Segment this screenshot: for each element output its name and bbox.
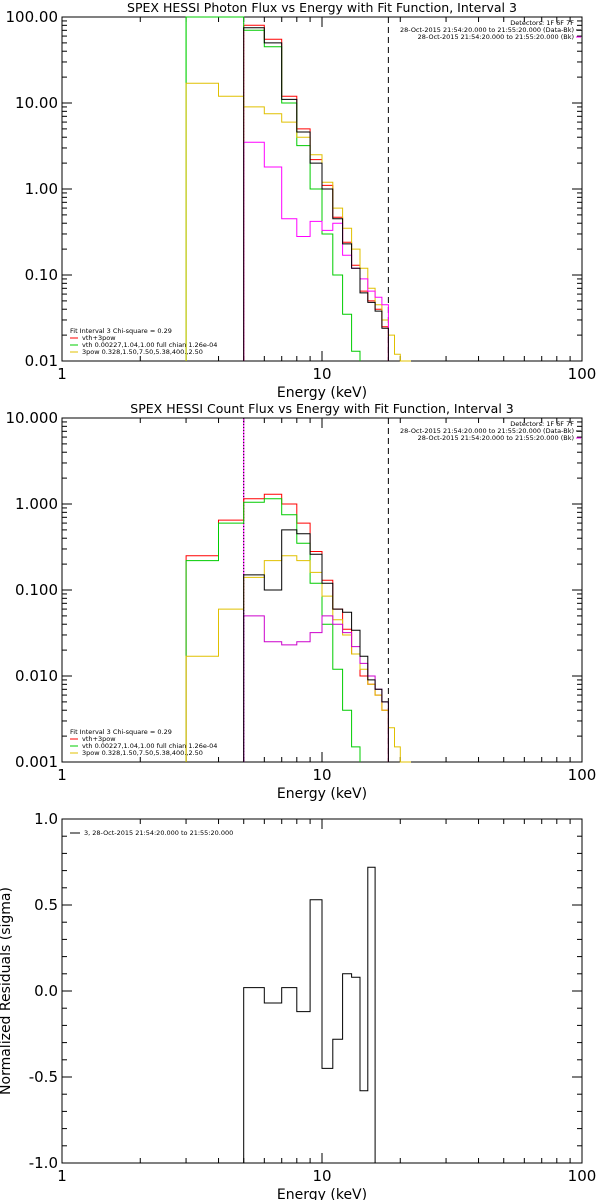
y-tick-label: 1.000 — [15, 495, 58, 513]
y-tick-label: 0.100 — [15, 581, 58, 599]
legend-entry: vth 0.00227,1.04,1.00 full chian 1.26e-0… — [82, 742, 217, 750]
x-tick-label: 10 — [312, 1167, 331, 1185]
y-tick-label: 10.000 — [6, 409, 59, 427]
y-axis-label: Normalized Residuals (sigma) — [0, 887, 14, 1095]
legend-entry: vth+3pow — [82, 735, 116, 743]
header-line: 28-Oct-2015 21:54:20.000 to 21:55:20.000… — [418, 434, 574, 442]
x-axis-label: Energy (keV) — [277, 786, 367, 802]
x-tick-label: 1 — [57, 365, 67, 383]
x-tick-label: 1 — [57, 1167, 67, 1185]
header-line: Detectors: 1F 6F 7F — [510, 420, 574, 428]
series-vth — [185, 16, 361, 361]
photon-flux-panel: SPEX HESSI Photon Flux vs Energy with Fi… — [6, 0, 597, 401]
x-tick-label: 100 — [568, 766, 597, 784]
y-tick-label: 1.0 — [34, 810, 58, 828]
legend-entry: Fit Interval 3 Chi-square = 0.29 — [70, 327, 172, 335]
y-tick-label: 10.00 — [15, 94, 58, 112]
chart-title: SPEX HESSI Photon Flux vs Energy with Fi… — [127, 0, 517, 15]
y-tick-label: 100.00 — [6, 8, 59, 26]
series-3-28-oct-2015-21-54-20-000-to-21-55-20-000 — [243, 866, 376, 1163]
x-tick-label: 10 — [312, 365, 331, 383]
series-vth-3pow — [243, 24, 389, 361]
legend-entry: vth+3pow — [82, 334, 116, 342]
y-tick-label: 0.10 — [25, 266, 58, 284]
x-axis-label: Energy (keV) — [277, 1187, 367, 1200]
y-tick-label: 1.00 — [25, 180, 58, 198]
y-tick-label: -0.5 — [29, 1068, 58, 1086]
y-tick-label: 0.001 — [15, 753, 58, 771]
series-vth — [185, 498, 361, 762]
series-3pow — [185, 82, 411, 362]
series-data-bk — [243, 529, 389, 762]
count-flux-panel: SPEX HESSI Count Flux vs Energy with Fit… — [6, 401, 597, 802]
legend-entry: 3, 28-Oct-2015 21:54:20.000 to 21:55:20.… — [84, 829, 233, 837]
series-bk — [243, 141, 389, 361]
y-tick-label: 0.01 — [25, 352, 58, 370]
y-tick-label: -1.0 — [29, 1154, 58, 1172]
legend-entry: Fit Interval 3 Chi-square = 0.29 — [70, 728, 172, 736]
series-bk — [243, 615, 389, 762]
legend-entry: 3pow 0.328,1.50,7.50,5.38,400.,2.50 — [82, 749, 203, 757]
header-line: 28-Oct-2015 21:54:20.000 to 21:55:20.000… — [400, 26, 574, 34]
x-tick-label: 10 — [312, 766, 331, 784]
legend-entry: 3pow 0.328,1.50,7.50,5.38,400.,2.50 — [82, 348, 203, 356]
x-tick-label: 1 — [57, 766, 67, 784]
series-3pow — [185, 555, 411, 763]
x-tick-label: 100 — [568, 365, 597, 383]
header-line: Detectors: 1F 6F 7F — [510, 19, 574, 27]
x-tick-label: 100 — [568, 1167, 597, 1185]
residuals-panel: 1 10 100 Energy (keV) -1.0 -0.5 0.0 0.5 1.0 Norma… — [0, 810, 596, 1200]
header-line: 28-Oct-2015 21:54:20.000 to 21:55:20.000… — [418, 33, 574, 41]
y-tick-label: 0.0 — [34, 982, 58, 1000]
series-vth-3pow — [185, 493, 389, 762]
header-line: 28-Oct-2015 21:54:20.000 to 21:55:20.000… — [400, 427, 574, 435]
chart-title: SPEX HESSI Count Flux vs Energy with Fit… — [130, 401, 513, 416]
legend-entry: vth 0.00227,1.04,1.00 full chian 1.26e-0… — [82, 341, 217, 349]
y-tick-label: 0.5 — [34, 896, 58, 914]
x-axis-label: Energy (keV) — [277, 385, 367, 401]
series-data-bk — [243, 27, 389, 361]
y-tick-label: 0.010 — [15, 667, 58, 685]
